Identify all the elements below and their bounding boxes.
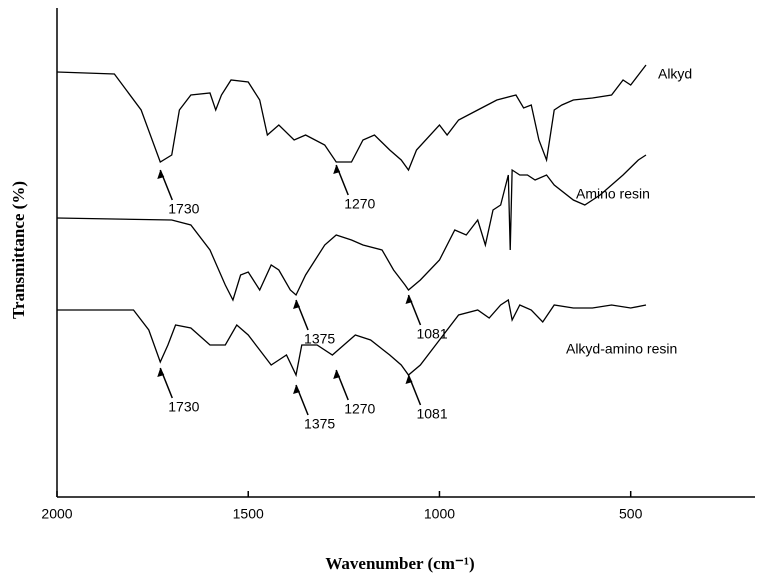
annotation-label: 1730: [168, 399, 199, 415]
series-label: Amino resin: [576, 186, 650, 202]
annotation-label: 1270: [344, 401, 375, 417]
x-tick-label: 1500: [233, 506, 264, 522]
arrow-head: [293, 385, 301, 394]
annotation-label: 1730: [168, 201, 199, 217]
annotation-label: 1270: [344, 196, 375, 212]
x-tick-label: 1000: [424, 506, 455, 522]
series-label: Alkyd-amino resin: [566, 341, 677, 357]
x-tick-label: 2000: [41, 506, 72, 522]
arrow-head: [293, 300, 301, 309]
x-tick-label: 500: [619, 506, 643, 522]
x-axis-label: Wavenumber (cm⁻¹): [325, 554, 474, 573]
arrow-head: [157, 170, 165, 179]
arrow-head: [333, 370, 341, 379]
y-axis-label: Transmittance (%): [9, 181, 28, 319]
annotation-label: 1375: [304, 416, 335, 432]
spectrum-line: [57, 298, 647, 378]
arrow-head: [157, 368, 165, 377]
spectrum-line: [56, 154, 647, 302]
arrow-head: [333, 165, 341, 174]
annotation-label: 1081: [416, 406, 447, 422]
series-label: Alkyd: [658, 66, 692, 82]
arrow-head: [405, 375, 413, 384]
spectrum-line: [56, 64, 647, 172]
arrow-head: [405, 295, 413, 304]
annotation-label: 1375: [304, 331, 335, 347]
annotation-label: 1081: [416, 326, 447, 342]
